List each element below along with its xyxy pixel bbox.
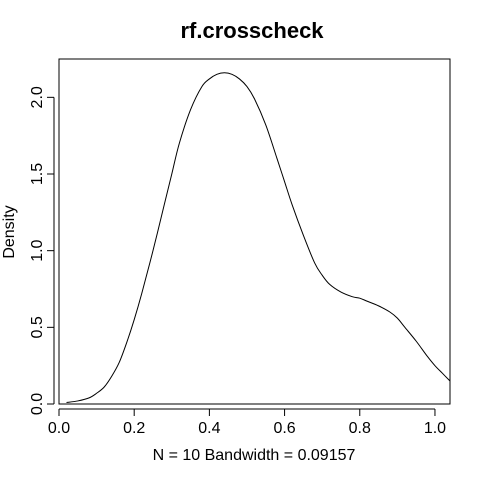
x-tick-label: 1.0 <box>424 420 446 437</box>
x-tick-label: 0.6 <box>273 420 295 437</box>
y-tick-label: 0.0 <box>29 393 46 415</box>
plot-frame <box>58 58 451 405</box>
y-axis: 0.0 0.5 1.0 1.5 2.0 <box>29 86 55 415</box>
x-tick-label: 0.4 <box>198 420 220 437</box>
x-tick-label: 0.2 <box>123 420 145 437</box>
y-tick-label: 0.5 <box>29 316 46 338</box>
y-axis-label: Density <box>1 205 18 258</box>
y-tick-label: 1.0 <box>29 239 46 261</box>
y-tick-label: 2.0 <box>29 86 46 108</box>
x-axis-label: N = 10 Bandwidth = 0.09157 <box>153 447 356 464</box>
x-tick-label: 0.8 <box>349 420 371 437</box>
density-curve <box>66 72 451 403</box>
x-axis: 0.0 0.2 0.4 0.6 0.8 1.0 <box>48 408 446 437</box>
chart-title: rf.crosscheck <box>180 18 324 43</box>
y-tick-label: 1.5 <box>29 163 46 185</box>
x-tick-label: 0.0 <box>48 420 70 437</box>
